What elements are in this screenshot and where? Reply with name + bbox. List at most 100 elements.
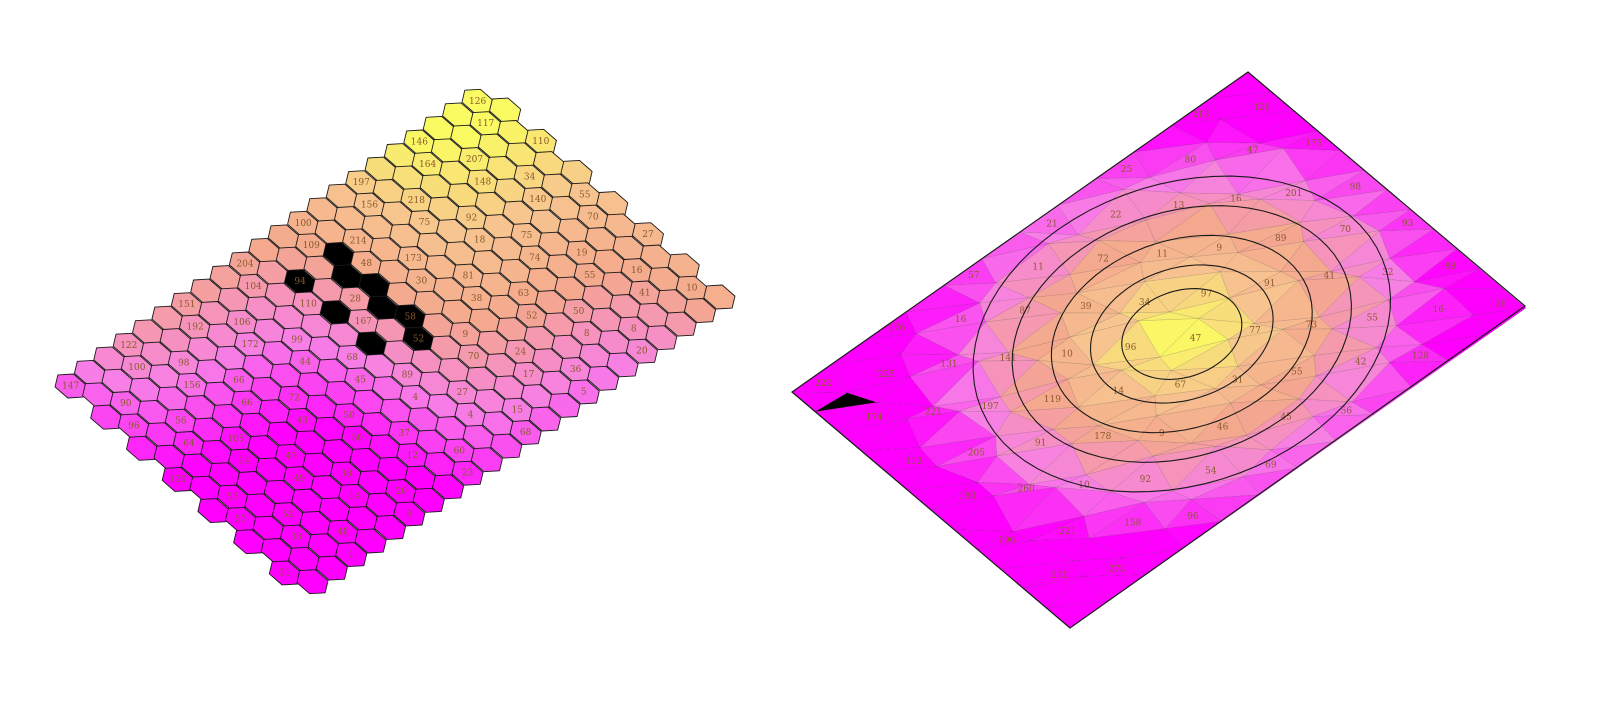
hex-cell: [295, 233, 328, 259]
cell-label: 48: [361, 259, 373, 269]
hex-cell: [402, 326, 435, 352]
cell-label: 10: [686, 284, 698, 294]
hex-cell: [473, 388, 506, 414]
triangle-cell: [1238, 180, 1306, 200]
cell-label: 222: [815, 379, 832, 389]
hex-cell: [637, 302, 670, 328]
hex-cell: [383, 340, 416, 366]
hex-cell: [389, 223, 422, 249]
cell-label: 57: [968, 271, 980, 281]
cell-label: 98: [1350, 182, 1362, 192]
hex-cell: [333, 403, 366, 429]
triangle-cell: [1282, 328, 1333, 356]
cell-label: 55: [579, 190, 591, 200]
cell-label: 98: [178, 358, 190, 368]
hex-cell: [339, 286, 372, 312]
cell-label: 93: [1402, 219, 1414, 229]
cell-label: 37: [398, 429, 410, 439]
hex-cell: [211, 403, 244, 429]
cell-label: 18: [474, 236, 486, 246]
cell-label: 72: [1097, 255, 1108, 265]
cell-label: 36: [570, 365, 582, 375]
triangle-cell: [1472, 287, 1527, 316]
cell-label: 207: [466, 155, 483, 165]
hex-cell: [253, 318, 286, 344]
cell-label: 9: [463, 330, 469, 340]
hex-cell: [239, 412, 272, 438]
hex-cell: [422, 115, 455, 141]
hex-cell: [606, 352, 639, 378]
cell-label: 45: [355, 375, 367, 385]
hex-cell: [489, 97, 522, 123]
hex-cell: [308, 336, 341, 362]
cell-label: 156: [183, 381, 200, 391]
triangle-cell: [1312, 414, 1375, 442]
hex-cell: [289, 349, 322, 375]
hex-cell: [216, 484, 249, 510]
cell-label: 14: [238, 457, 250, 467]
triangle-cell: [1421, 334, 1489, 362]
hex-cell: [198, 301, 231, 326]
cell-label: 16: [1432, 305, 1444, 315]
hex-cell: [385, 479, 418, 504]
hex-cell: [267, 224, 300, 250]
hex-cell: [360, 412, 393, 437]
hex-cell: [281, 327, 314, 353]
hex-cell: [447, 183, 480, 208]
cell-label: 68: [346, 353, 358, 363]
hex-cell: [228, 251, 262, 277]
hex-cell: [291, 488, 324, 514]
hex-cell: [416, 232, 449, 258]
hex-cell: [346, 506, 379, 532]
cell-label: 128: [1412, 352, 1429, 362]
cell-label: 96: [1187, 512, 1199, 522]
hex-cell: [222, 368, 255, 393]
cell-label: 180: [959, 492, 976, 502]
cell-label: 14: [1113, 387, 1125, 397]
cell-label: 19: [576, 249, 588, 259]
hex-cell: [415, 429, 448, 455]
hex-cell: [377, 259, 411, 285]
triangle-cell: [1352, 209, 1411, 232]
cell-label: 31: [1232, 376, 1243, 386]
hex-cell: [228, 448, 261, 474]
cell-label: 197: [353, 178, 370, 188]
hex-cell: [617, 316, 650, 342]
hex-cell: [524, 128, 557, 154]
hex-cell: [549, 195, 582, 221]
hex-cell: [371, 376, 404, 402]
cell-label: 126: [1253, 103, 1270, 113]
hex-cell: [296, 569, 329, 595]
hex-cell: [306, 197, 339, 223]
cell-label: 26: [1495, 299, 1507, 309]
hex-cell: [379, 398, 413, 424]
cell-label: 50: [573, 307, 585, 317]
hex-cell: [299, 510, 332, 536]
hex-cell: [450, 124, 483, 150]
hex-cell: [458, 147, 491, 173]
cell-label: 56: [1341, 407, 1353, 417]
hex-cell: [423, 451, 456, 477]
cell-label: 221: [925, 408, 942, 418]
cell-label: 164: [419, 160, 436, 170]
hex-cell: [184, 395, 217, 421]
hex-cell: [353, 192, 386, 218]
cell-label: 110: [532, 137, 549, 147]
hex-cell: [350, 250, 383, 276]
cell-label: 204: [236, 260, 253, 270]
triangle-cell: [1351, 387, 1413, 415]
triangle-cell: [979, 297, 1030, 323]
triangle-cell: [1083, 491, 1146, 517]
hex-cell: [562, 298, 595, 324]
cell-label: 131: [940, 360, 957, 370]
hex-cell: [496, 317, 529, 343]
hex-cell: [363, 353, 396, 379]
cell-label: 66: [241, 398, 253, 408]
hex-cell: [412, 487, 445, 513]
hex-cell: [494, 178, 527, 204]
hex-cell: [460, 285, 493, 311]
cell-label: 25: [1121, 165, 1133, 175]
hex-cell: [429, 335, 463, 361]
triangle-cell: [1076, 281, 1146, 314]
hex-cell: [557, 218, 590, 244]
